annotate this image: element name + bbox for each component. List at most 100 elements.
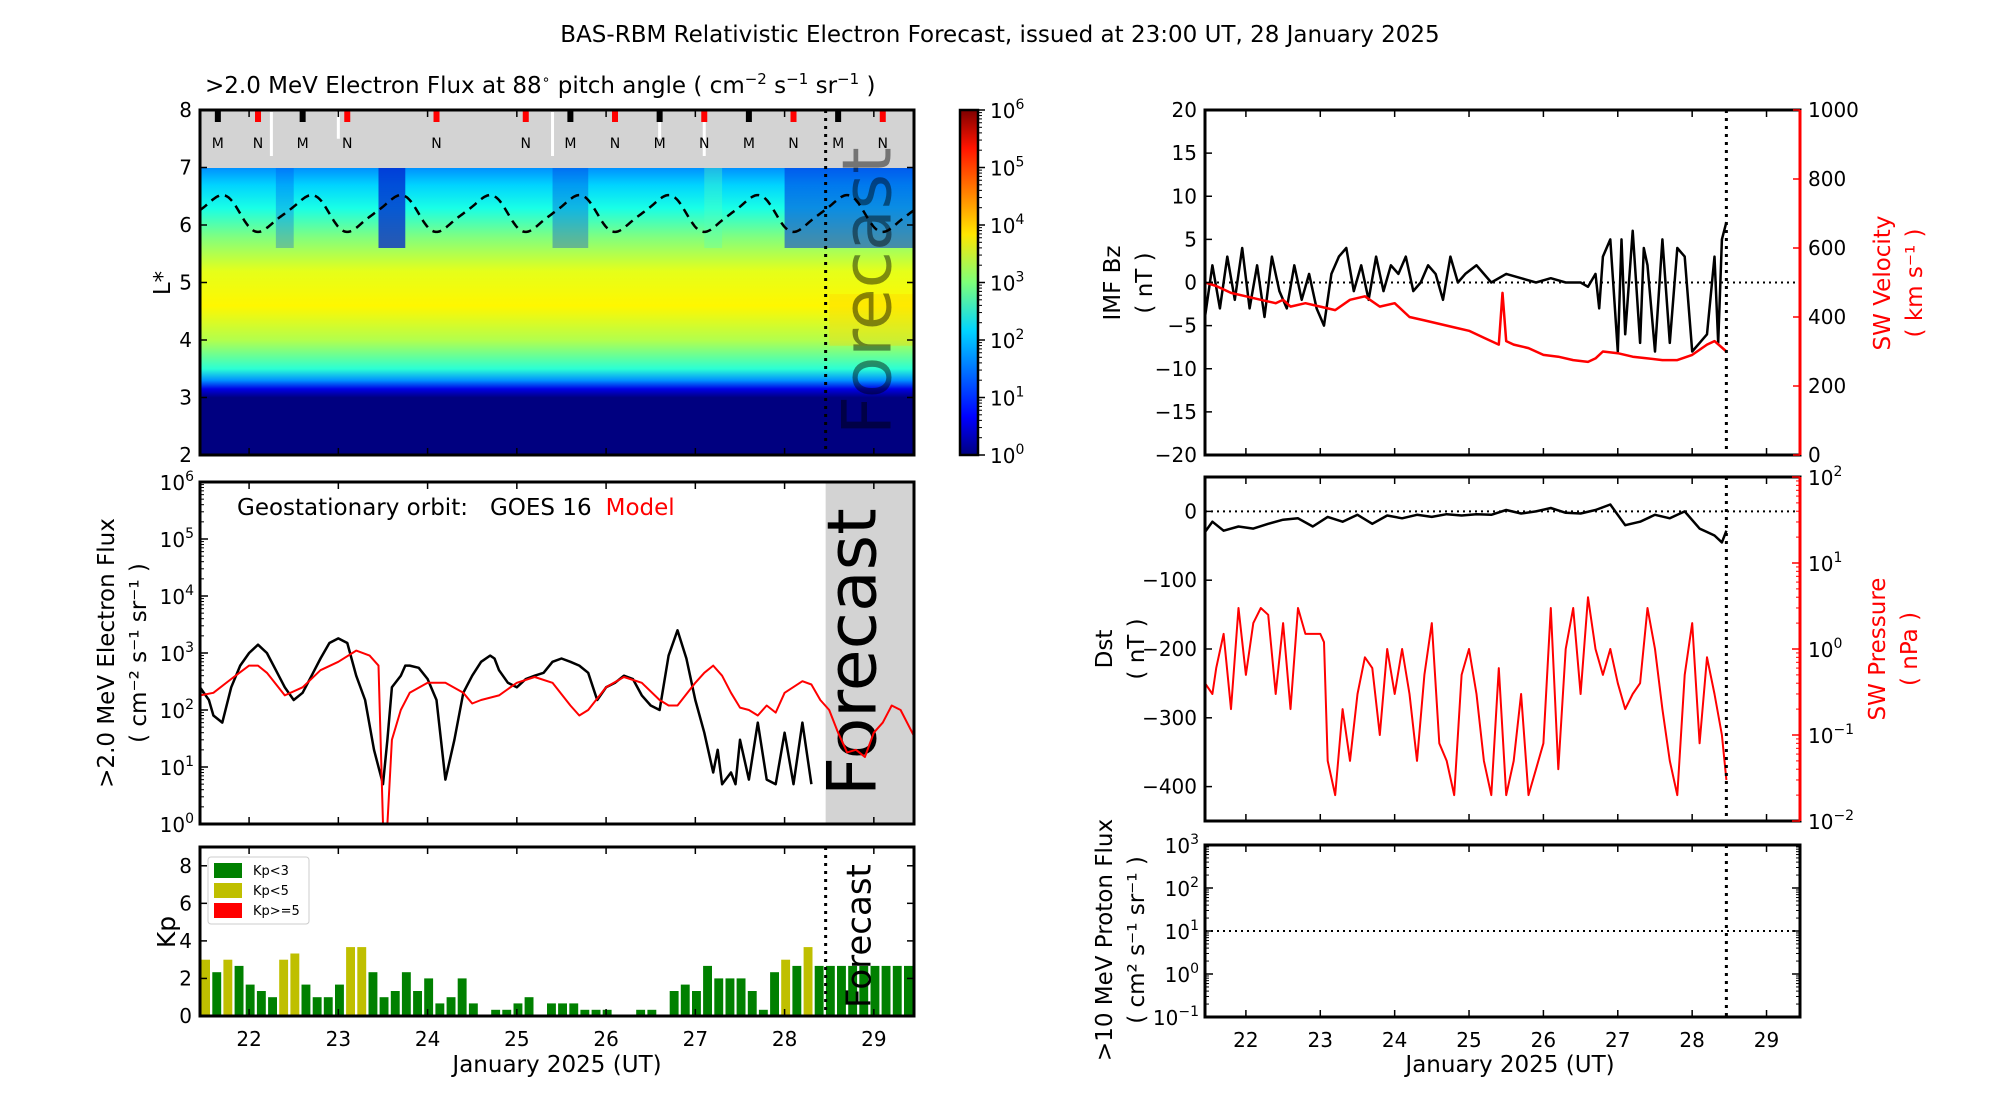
orbit-label: M [564, 136, 576, 152]
kp-xlabel: January 2025 (UT) [450, 1052, 661, 1078]
kp-bar [814, 965, 824, 1016]
kp-bar [736, 978, 746, 1016]
velocity-ylabel: SW Velocity [1870, 216, 1896, 351]
y-tick-label: 7 [179, 156, 192, 180]
proton-xlabel: January 2025 (UT) [1403, 1052, 1614, 1078]
x-tick-label: 27 [683, 1027, 708, 1051]
dst-line [1205, 503, 1728, 544]
kp-bar [357, 947, 367, 1016]
spectrogram-dropout [552, 167, 589, 248]
tick-base: 10 [160, 813, 185, 837]
tick-base: 10 [160, 471, 185, 495]
orbit-label: N [610, 136, 620, 152]
y-tick-label: 0 [179, 1004, 192, 1028]
orbit-tick [433, 110, 440, 122]
y-tick-label: 20 [1172, 98, 1197, 122]
y-tick-label: 6 [179, 891, 192, 915]
kp-bar [424, 978, 434, 1016]
kp-bar [290, 953, 300, 1016]
orbit-tick [299, 110, 306, 122]
kp-bar [747, 991, 757, 1016]
title-part: pitch angle ( cm [550, 73, 744, 99]
kp-bar [792, 965, 802, 1016]
tick-base: 10 [1808, 466, 1833, 490]
tick-exponent: 2 [1190, 875, 1199, 891]
magnetopause-dashed-line [200, 193, 914, 234]
kp-bar [524, 997, 534, 1016]
legend-label: Kp<5 [253, 884, 289, 899]
x-tick-label: 29 [1754, 1028, 1779, 1052]
kp-bar [602, 1009, 612, 1016]
orbit-label: M [654, 136, 666, 152]
tick-exponent: 0 [185, 811, 194, 827]
y-tick-label: 600 [1808, 236, 1846, 260]
kp-bar [502, 1009, 512, 1016]
forecast-watermark: Forecast [829, 147, 908, 435]
annotation-model: Model [606, 495, 675, 521]
model-line [200, 649, 914, 824]
orbit-label: N [342, 136, 352, 152]
velocity-ylabel-units: ( km s⁻¹ ) [1902, 229, 1928, 338]
kp-bar [669, 991, 679, 1016]
orbit-label: M [212, 136, 224, 152]
tick-base: 10 [160, 699, 185, 723]
tick-exponent: 6 [1015, 97, 1024, 113]
y-tick-label: 10−1 [1808, 722, 1854, 748]
tick-exponent: 3 [1015, 270, 1024, 286]
orbit-tick [835, 110, 842, 122]
kp-bar [323, 997, 333, 1016]
y-tick-label: 105 [160, 526, 194, 552]
colorbar-tick-label: 106 [990, 97, 1024, 123]
spectrogram-dropout [784, 167, 914, 248]
y-tick-label: −20 [1155, 443, 1197, 467]
tick-base: 10 [1808, 810, 1833, 834]
kp-bar [859, 965, 869, 1016]
colorbar-tick-label: 102 [990, 327, 1024, 353]
colorbar-tick-label: 100 [990, 442, 1024, 468]
kp-ylabel: Kp [152, 916, 181, 948]
orbit-tick [879, 110, 886, 122]
kp-bar [234, 965, 244, 1016]
goes-axes-frame [198, 480, 916, 826]
y-tick-label: 6 [179, 213, 192, 237]
kp-bar [491, 1009, 501, 1016]
tick-exponent: 5 [185, 526, 194, 542]
kp-bar [647, 1009, 657, 1016]
orbit-label: N [521, 136, 531, 152]
x-tick-label: 22 [1233, 1028, 1258, 1052]
sw-pressure-line [1205, 596, 1728, 797]
y-tick-label: 3 [179, 386, 192, 410]
title-part: s [767, 73, 786, 99]
annotation-satellite: GOES 16 [490, 495, 592, 521]
imf-ylabel: IMF Bz [1100, 245, 1126, 320]
kp-bar [770, 972, 779, 1016]
colorbar-gradient [958, 108, 980, 457]
kp-bar [591, 1009, 601, 1016]
orbit-label: N [699, 136, 709, 152]
goes-annotation: Geostationary orbit: GOES 16 Model [237, 495, 675, 521]
legend-swatch-kp-low [214, 863, 242, 878]
orbit-tick [214, 110, 221, 122]
tick-exponent: 1 [1833, 550, 1842, 566]
tick-exponent: 1 [1190, 918, 1199, 934]
tick-base: 10 [1808, 724, 1833, 748]
x-tick-label: 28 [1679, 1028, 1704, 1052]
orbit-tick [612, 110, 619, 122]
title-sup: −1 [786, 70, 808, 88]
kp-bar [368, 972, 378, 1016]
kp-bar [390, 991, 400, 1016]
y-tick-label: 10−2 [1808, 808, 1854, 834]
x-tick-label: 25 [504, 1027, 529, 1051]
tick-exponent: −1 [1178, 1004, 1199, 1020]
kp-bar [245, 984, 255, 1016]
y-tick-label: 103 [1165, 832, 1199, 858]
y-tick-label: 2 [179, 443, 192, 467]
y-tick-label: 2 [179, 966, 192, 990]
x-tick-label: 25 [1456, 1028, 1481, 1052]
